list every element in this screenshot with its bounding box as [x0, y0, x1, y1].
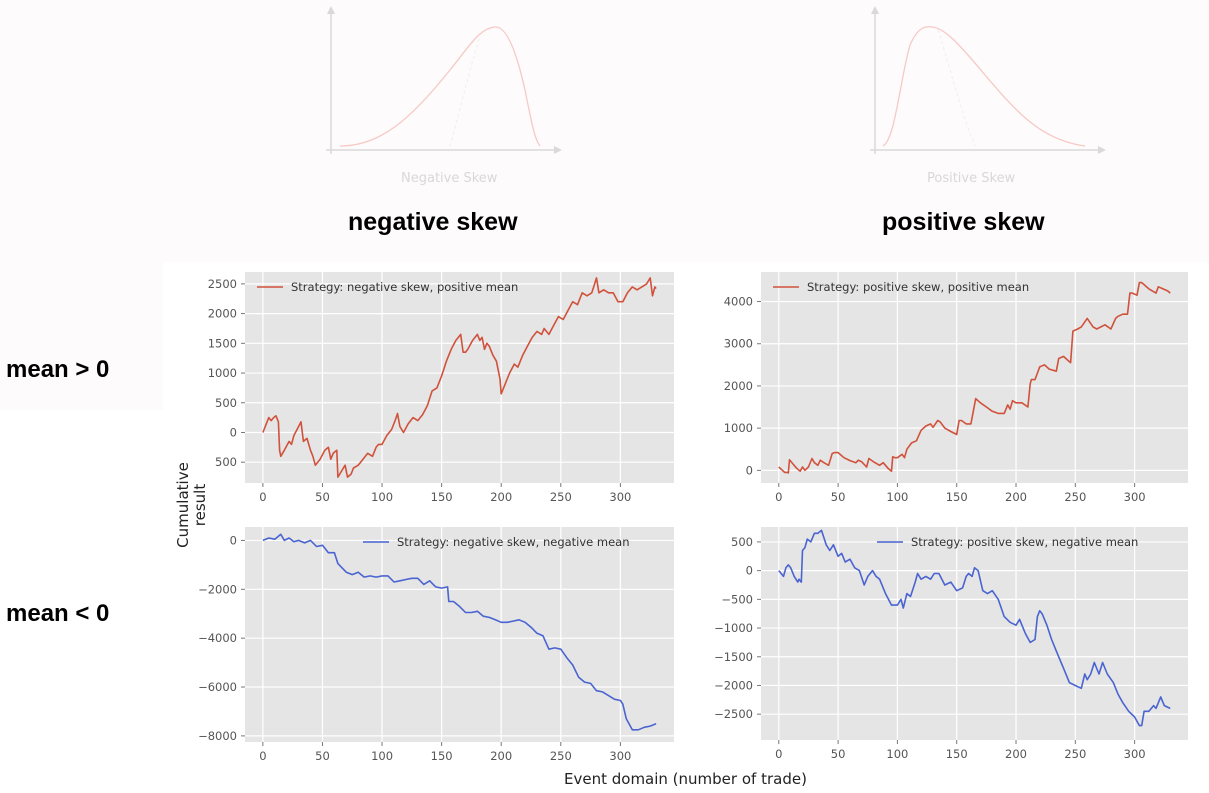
y-tick-label: 500 — [215, 396, 237, 410]
x-tick-label: 0 — [259, 490, 266, 504]
shared-x-axis-label: Event domain (number of trade) — [564, 770, 807, 788]
data-line — [778, 529, 1171, 727]
y-tick-label: −1000 — [714, 621, 753, 635]
positive-skew-caption: Positive Skew — [927, 171, 1016, 186]
row-label-mean-negative: mean < 0 — [6, 600, 110, 627]
y-tick-label: 500 — [215, 455, 237, 469]
x-tick-label: 300 — [1124, 747, 1146, 761]
y-tick-label: 500 — [731, 535, 753, 549]
negative-skew-caption: Negative Skew — [401, 171, 498, 186]
y-tick-label: 2000 — [724, 379, 753, 393]
negative-skew-distribution — [326, 6, 562, 154]
x-tick-label: 250 — [1064, 490, 1086, 504]
y-tick-label: 0 — [230, 425, 237, 439]
x-tick-label: 150 — [946, 490, 968, 504]
legend-label: Strategy: positive skew, positive mean — [807, 280, 1029, 294]
x-tick-label: 0 — [259, 749, 266, 763]
legend-label: Strategy: positive skew, negative mean — [911, 535, 1138, 549]
plot-area — [761, 527, 1188, 740]
y-tick-label: −4000 — [198, 631, 237, 645]
plot-area — [761, 272, 1188, 483]
row-label-mean-positive: mean > 0 — [6, 356, 110, 383]
data-line — [262, 277, 657, 478]
legend-label: Strategy: negative skew, positive mean — [291, 280, 518, 294]
y-tick-label: 3000 — [724, 337, 753, 351]
plot-area — [245, 272, 674, 483]
data-line — [262, 533, 657, 731]
dist-mode-line — [449, 36, 481, 147]
y-tick-label: 1000 — [724, 421, 753, 435]
dist-curve — [882, 26, 1086, 147]
y-tick-label: −2000 — [198, 582, 237, 596]
x-tick-label: 300 — [1124, 490, 1146, 504]
top-banner-bg — [0, 0, 1209, 262]
x-tick-label: 0 — [775, 747, 782, 761]
y-tick-label: −500 — [721, 592, 753, 606]
y-tick-label: 1000 — [208, 366, 237, 380]
y-tick-label: 0 — [746, 463, 753, 477]
y-tick-label: 0 — [230, 533, 237, 547]
x-tick-label: 0 — [775, 490, 782, 504]
y-tick-label: −8000 — [198, 729, 237, 743]
positive-skew-distribution — [870, 6, 1106, 154]
x-tick-label: 200 — [490, 490, 512, 504]
arrow-up-icon — [871, 6, 879, 14]
x-tick-label: 300 — [609, 490, 631, 504]
y-tick-label: −1500 — [714, 650, 753, 664]
row-label-bg-top — [0, 262, 163, 410]
x-tick-label: 200 — [1005, 747, 1027, 761]
x-tick-label: 250 — [550, 490, 572, 504]
x-tick-label: 100 — [371, 749, 393, 763]
legend-label: Strategy: negative skew, negative mean — [397, 535, 630, 549]
x-tick-label: 150 — [431, 490, 453, 504]
x-tick-label: 250 — [1064, 747, 1086, 761]
y-tick-label: 1500 — [208, 336, 237, 350]
x-tick-label: 150 — [431, 749, 453, 763]
data-line — [778, 281, 1171, 474]
x-tick-label: 150 — [946, 747, 968, 761]
x-tick-label: 50 — [831, 490, 846, 504]
y-tick-label: 0 — [746, 564, 753, 578]
y-tick-label: 4000 — [724, 295, 753, 309]
x-tick-label: 100 — [371, 490, 393, 504]
x-tick-label: 100 — [886, 747, 908, 761]
plot-area — [245, 527, 674, 742]
x-tick-label: 50 — [831, 747, 846, 761]
dist-curve — [339, 26, 541, 147]
x-tick-label: 200 — [1005, 490, 1027, 504]
arrow-right-icon — [1098, 146, 1106, 154]
dist-mode-line — [937, 29, 976, 147]
y-tick-label: 2500 — [208, 277, 237, 291]
header-positive-skew: positive skew — [882, 208, 1045, 236]
arrow-right-icon — [554, 146, 562, 154]
x-tick-label: 100 — [886, 490, 908, 504]
y-tick-label: −2500 — [714, 707, 753, 721]
x-tick-label: 300 — [609, 749, 631, 763]
x-tick-label: 50 — [315, 749, 330, 763]
y-tick-label: −6000 — [198, 680, 237, 694]
header-negative-skew: negative skew — [348, 208, 518, 236]
y-tick-label: 2000 — [208, 307, 237, 321]
y-tick-label: −2000 — [714, 678, 753, 692]
x-tick-label: 200 — [490, 749, 512, 763]
x-tick-label: 250 — [550, 749, 572, 763]
x-tick-label: 50 — [315, 490, 330, 504]
arrow-up-icon — [327, 6, 335, 14]
